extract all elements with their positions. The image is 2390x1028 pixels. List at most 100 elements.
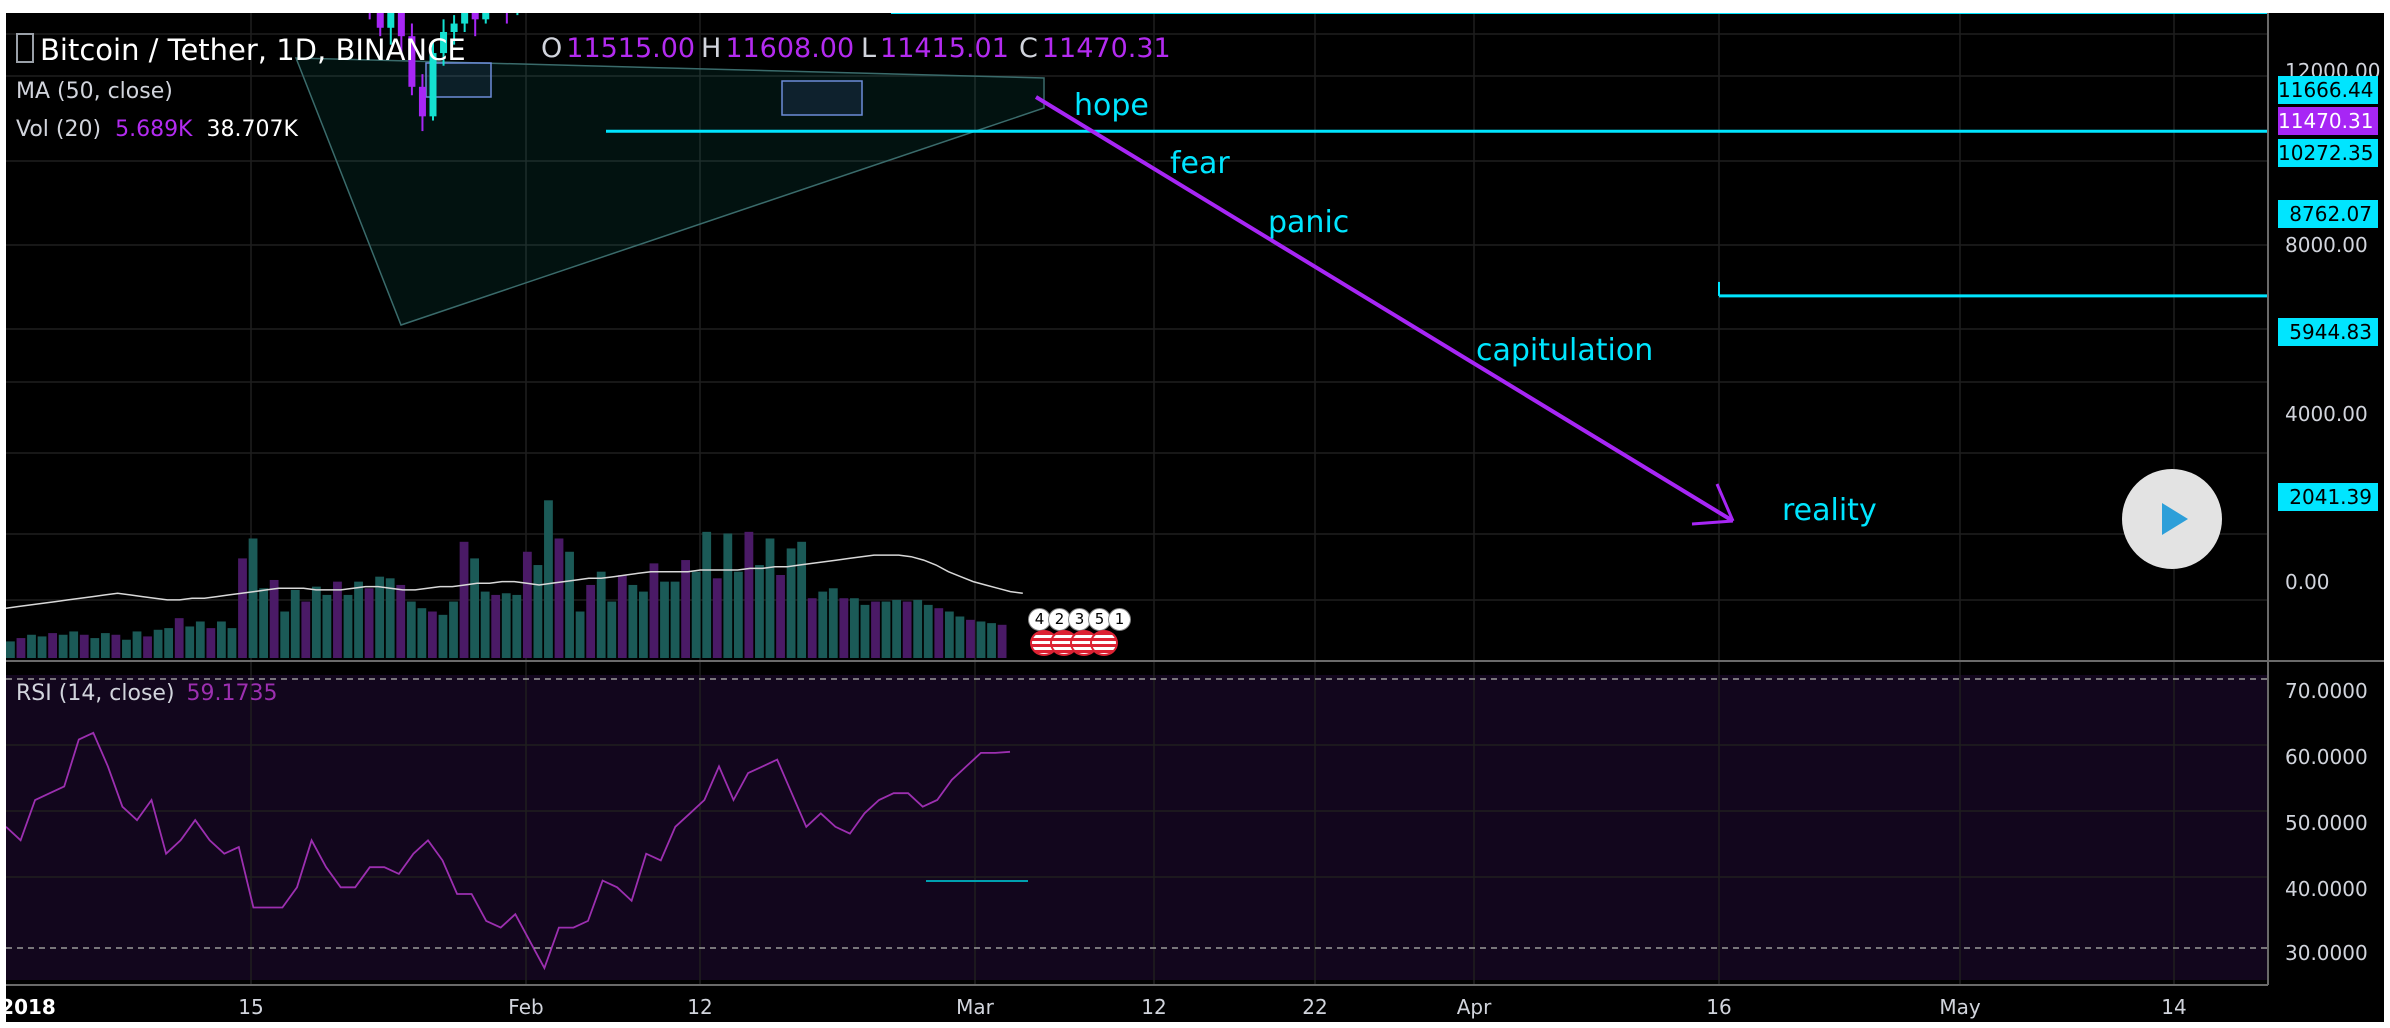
volume-bar: [987, 623, 996, 658]
volume-bar: [596, 571, 606, 658]
price-label-8762[interactable]: 8762.07: [2278, 200, 2378, 228]
ma-legend[interactable]: MA (50, close): [16, 79, 173, 104]
volume-bar: [839, 598, 849, 658]
volume-bar: [892, 599, 901, 658]
volume-bar: [733, 571, 743, 658]
volume-bar: [79, 634, 89, 658]
volume-bar: [913, 599, 923, 658]
volume-bar: [122, 639, 131, 658]
volume-bar: [100, 633, 110, 658]
volume-bar: [301, 601, 311, 658]
series-menu-icon[interactable]: [16, 33, 34, 63]
annotation-capitulation[interactable]: capitulation: [1476, 333, 1654, 368]
arrow-shaft: [1034, 95, 1735, 523]
rsi-tick: 40.0000: [2285, 877, 2368, 901]
volume-bar: [533, 565, 543, 658]
date-tick: 12: [1141, 995, 1167, 1019]
volume-bar: [723, 533, 733, 658]
volume-bar: [428, 611, 437, 658]
play-button[interactable]: [2122, 469, 2222, 569]
price-tick: 4000.00: [2285, 402, 2368, 426]
candle-body: [376, 13, 384, 28]
volume-bar: [934, 608, 944, 658]
volume-bar: [58, 634, 68, 658]
rsi-legend[interactable]: RSI (14, close) 59.1735: [16, 681, 278, 706]
candles: [368, 13, 519, 132]
annotation-reality[interactable]: reality: [1782, 493, 1877, 528]
candle-body: [387, 13, 395, 28]
volume-bar: [607, 601, 617, 658]
volume-bar: [322, 594, 332, 658]
volume-bar: [459, 541, 469, 658]
us-flag-icon[interactable]: [1090, 630, 1118, 656]
volume-bar: [164, 628, 174, 658]
volume-bar: [343, 594, 353, 658]
volume-bar: [280, 611, 290, 658]
volume-bar: [807, 598, 817, 658]
price-label-5944[interactable]: 5944.83: [2278, 318, 2378, 346]
volume-bar: [311, 586, 321, 658]
volume-bar: [480, 591, 490, 658]
volume-bar: [248, 538, 258, 658]
volume-bar: [997, 624, 1007, 658]
rsi-tick: 30.0000: [2285, 941, 2368, 965]
arrow-head-top: [1715, 483, 1735, 522]
symbol-title[interactable]: Bitcoin / Tether, 1D, BINANCE: [16, 33, 466, 67]
annotation-hope[interactable]: hope: [1074, 88, 1149, 123]
volume-bar: [670, 581, 680, 658]
candle-body: [429, 53, 437, 117]
volume-bar: [375, 576, 385, 658]
volume-bar: [6, 641, 15, 658]
volume-bar: [691, 571, 701, 658]
volume-bar: [364, 588, 374, 658]
volume-bar: [617, 575, 627, 658]
volume-bar: [871, 601, 880, 658]
volume-bar: [185, 626, 195, 658]
price-label-current[interactable]: 11470.31: [2278, 107, 2378, 135]
volume-bar: [765, 538, 775, 658]
annotation-fear[interactable]: fear: [1170, 146, 1230, 181]
price-label-10272[interactable]: 10272.35: [2278, 139, 2378, 167]
ohlc-open: O 11515.00: [541, 33, 696, 64]
volume-bar: [69, 631, 79, 658]
volume-bar: [333, 581, 342, 658]
volume-bar: [501, 593, 511, 658]
volume-bar: [818, 591, 828, 658]
economic-events[interactable]: 4 2 3 5 1: [1028, 608, 1138, 656]
volume-bar: [850, 598, 859, 658]
chart-canvas[interactable]: [6, 13, 2384, 1022]
symbol-label: Bitcoin / Tether, 1D, BINANCE: [40, 33, 466, 67]
volume-bar: [174, 618, 184, 658]
volume-legend[interactable]: Vol (20) 5.689K 38.707K: [16, 117, 298, 142]
rsi-background: [6, 675, 2268, 980]
volume-bar: [290, 589, 300, 658]
projection-arrow[interactable]: [1034, 95, 1735, 526]
volume-bar: [406, 601, 416, 658]
volume-ma-line: [6, 554, 1023, 609]
price-label-2041[interactable]: 2041.39: [2278, 483, 2378, 511]
play-icon: [2162, 503, 2188, 535]
arrow-head-bottom: [1691, 519, 1734, 526]
volume-bar: [776, 575, 785, 658]
volume-bar: [902, 601, 912, 658]
volume-bar: [470, 558, 479, 658]
candle-body: [461, 13, 469, 24]
date-tick: 15: [238, 995, 264, 1019]
annotation-panic[interactable]: panic: [1268, 205, 1350, 240]
chart-frame: Bitcoin / Tether, 1D, BINANCE O 11515.00 …: [6, 13, 2384, 1022]
volume-bar: [575, 611, 585, 658]
volume-bar: [649, 563, 659, 658]
price-tick: 8000.00: [2285, 233, 2368, 257]
date-tick: 22: [1302, 995, 1328, 1019]
volume-bar: [755, 565, 764, 658]
ohlc-high: H 11608.00: [701, 33, 855, 64]
level-lines: [606, 13, 2268, 298]
volume-bar: [354, 581, 363, 658]
volume-bar: [639, 591, 648, 658]
price-label-11666[interactable]: 11666.44: [2278, 76, 2378, 104]
volume-bar: [491, 594, 501, 658]
volume-bar: [132, 631, 142, 658]
event-count[interactable]: 1: [1108, 608, 1131, 631]
volume-bar: [227, 628, 237, 658]
date-tick: 12: [687, 995, 713, 1019]
